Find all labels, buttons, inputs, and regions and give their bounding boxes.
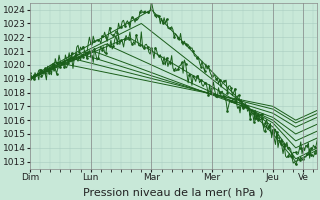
X-axis label: Pression niveau de la mer( hPa ): Pression niveau de la mer( hPa ) xyxy=(84,187,264,197)
